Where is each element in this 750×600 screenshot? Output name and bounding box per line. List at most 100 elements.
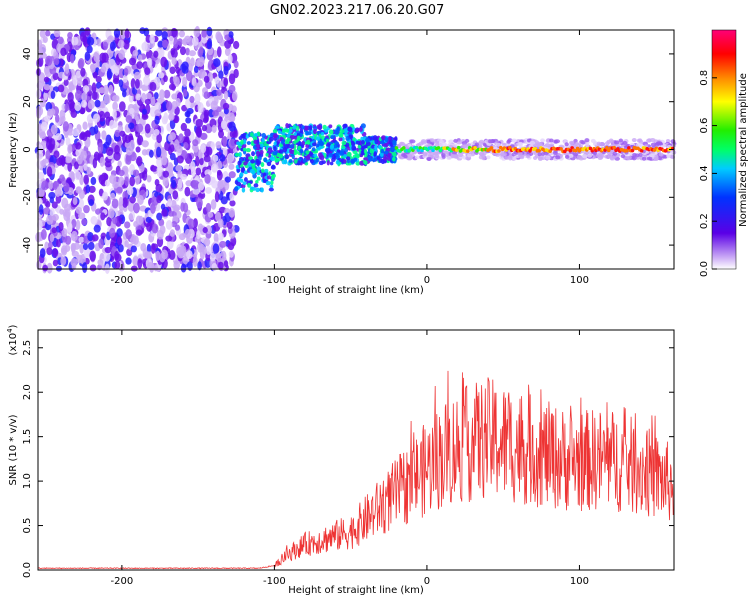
x-tick-label: 0 <box>424 576 430 587</box>
spectrogram-cell <box>199 157 204 166</box>
spectrogram-cell <box>196 127 202 138</box>
spectrogram-cell <box>568 153 574 158</box>
spectrogram-cell <box>212 154 219 162</box>
spectrogram-cell <box>91 82 97 94</box>
spectrogram-cell <box>578 156 584 161</box>
spectrogram-cell <box>85 184 91 194</box>
spectrogram-cell <box>144 67 151 76</box>
spectrogram-cell <box>409 139 416 144</box>
spectrogram-cell <box>162 101 168 112</box>
spectrogram-cell <box>168 83 177 91</box>
spectrogram-cell <box>139 27 146 35</box>
spectrogram-cell <box>497 149 501 153</box>
spectrogram-cell <box>151 223 159 234</box>
spectrogram-cell <box>237 160 242 166</box>
spectrogram-cell <box>215 141 222 149</box>
spectrogram-cell <box>43 207 51 215</box>
spectrogram-cell <box>185 117 192 124</box>
spectrogram-cell <box>93 113 101 123</box>
spectrogram-cell <box>67 161 73 172</box>
spectrogram-cell <box>259 149 264 155</box>
spectrogram-cell <box>346 151 352 158</box>
spectrogram-cell <box>61 228 68 237</box>
spectrogram-cell <box>361 140 365 145</box>
spectrogram-cell <box>321 160 326 164</box>
spectrogram-cell <box>66 128 74 136</box>
spectrogram-cell <box>92 71 98 79</box>
spectrogram-cell <box>569 140 575 145</box>
spectrogram-cell <box>133 71 142 80</box>
spectrogram-cell <box>80 31 87 42</box>
y-tick-label: 2.5 <box>22 340 33 356</box>
spectrogram-cell <box>58 155 66 165</box>
spectrogram-cell <box>416 143 421 148</box>
spectrogram-cell <box>81 218 87 226</box>
spectrogram-cell <box>457 153 464 158</box>
spectrogram-cell <box>158 218 165 227</box>
spectrogram-cell <box>41 180 49 191</box>
spectrogram-cell <box>573 138 578 143</box>
spectrogram-cell <box>342 123 348 129</box>
spectrogram-cell <box>171 179 177 189</box>
spectrogram-cell <box>76 254 83 264</box>
spectrogram-cell <box>533 155 538 160</box>
spectrogram-cell <box>46 166 53 177</box>
spectrogram-cell <box>141 92 147 103</box>
spectrogram-cell <box>95 75 102 83</box>
spectrogram-cell <box>42 36 48 44</box>
spectrogram-cell <box>61 197 69 209</box>
spectrogram-cell <box>450 154 457 159</box>
spectrogram-cell <box>511 138 517 143</box>
spectrogram-cell <box>251 151 256 157</box>
spectrogram-cell <box>285 123 289 129</box>
spectrogram-cell <box>125 229 132 240</box>
spectrogram-cell <box>149 34 155 44</box>
spectrogram-cell <box>271 173 276 178</box>
spectrogram-cell <box>330 135 336 140</box>
spectrogram-cell <box>182 89 188 97</box>
spectrogram-cell <box>134 78 140 89</box>
spectrogram-cell <box>107 208 115 219</box>
spectrogram-cell <box>163 75 168 83</box>
spectrogram-cell <box>125 115 133 124</box>
spectrogram-cell <box>52 72 59 81</box>
spectrogram-cell <box>180 173 188 180</box>
spectrogram-cell <box>204 174 211 184</box>
spectrogram-cell <box>187 261 193 271</box>
spectrogram-cell <box>466 142 472 147</box>
spectrogram-cell <box>243 161 248 166</box>
spectrogram-cell <box>167 29 172 38</box>
spectrogram-cell <box>118 176 125 186</box>
spectrogram-cell <box>250 186 254 190</box>
spectrogram-cell <box>159 252 166 263</box>
spectrogram-cell <box>223 65 229 76</box>
spectrogram-cell <box>169 144 175 153</box>
spectrogram-cell <box>75 219 81 231</box>
spectrogram-cell <box>121 90 127 98</box>
spectrogram-cell <box>325 147 331 154</box>
spectrogram-cell <box>136 93 141 101</box>
spectrogram-cell <box>71 262 77 271</box>
spectrogram-cell <box>64 156 73 164</box>
spectrogram-cell <box>36 68 41 77</box>
spectrogram-cell <box>100 100 106 109</box>
spectrogram-cell <box>52 181 58 191</box>
spectrogram-cell <box>112 216 118 225</box>
spectrogram-cell <box>79 243 84 254</box>
spectrogram-cell <box>82 242 89 251</box>
spectrogram-cell <box>88 199 95 207</box>
spectrogram-cell <box>59 174 65 182</box>
spectrogram-cell <box>171 49 178 59</box>
spectrogram-cell <box>363 160 367 165</box>
spectrogram-cell <box>309 125 313 130</box>
spectrogram-cell <box>167 162 173 171</box>
spectrogram-cell <box>234 180 239 185</box>
x-tick-label: 0 <box>424 275 430 286</box>
spectrogram-cell <box>407 149 412 153</box>
spectrogram-cell <box>335 159 340 165</box>
spectrogram-cell <box>110 192 116 201</box>
spectrogram-cell <box>627 146 631 150</box>
colorbar-gradient <box>711 29 737 270</box>
spectrogram-cell <box>133 202 140 214</box>
spectrogram-cell <box>448 139 455 144</box>
